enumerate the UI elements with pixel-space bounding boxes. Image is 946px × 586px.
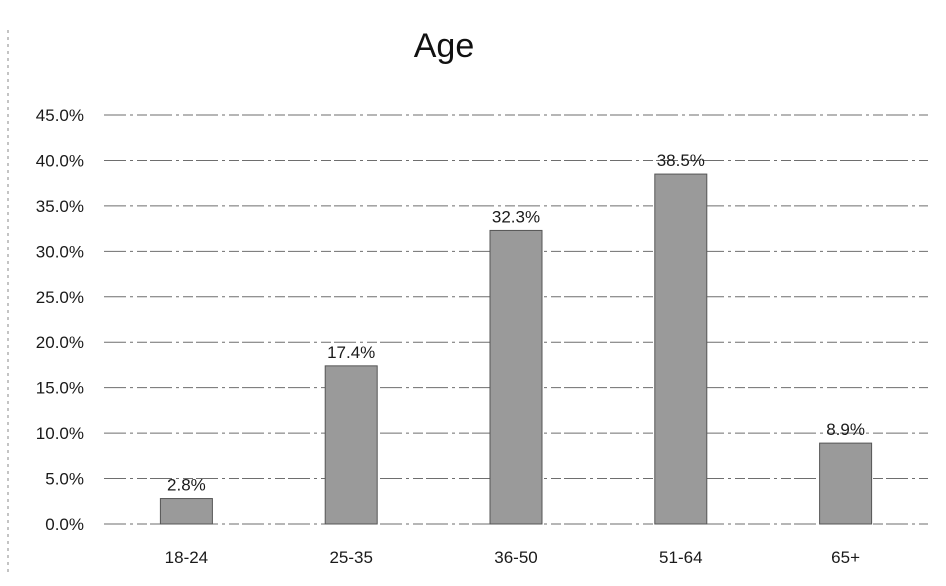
data-labels: 2.8% 17.4% 32.3% 38.5% 8.9% [167, 151, 865, 494]
bars [159, 173, 873, 525]
chart-title: Age [414, 27, 475, 65]
y-tick-label: 45.0% [36, 106, 84, 125]
y-tick-label: 25.0% [36, 288, 84, 307]
y-tick-label: 40.0% [36, 151, 84, 170]
y-tick-label: 30.0% [36, 242, 84, 261]
bar-25-35 [324, 365, 378, 525]
gridlines [104, 114, 928, 525]
y-tick-label: 20.0% [36, 333, 84, 352]
data-label: 38.5% [657, 151, 705, 170]
y-tick-label: 35.0% [36, 197, 84, 216]
bar-51-64 [654, 173, 708, 525]
y-tick-label: 5.0% [45, 470, 84, 489]
data-label: 8.9% [826, 420, 865, 439]
bar-36-50 [489, 229, 543, 525]
x-tick-label: 36-50 [494, 548, 537, 567]
x-axis-ticks: 18-24 25-35 36-50 51-64 65+ [165, 548, 860, 567]
data-label: 2.8% [167, 476, 206, 495]
y-tick-label: 10.0% [36, 424, 84, 443]
bar-18-24 [159, 498, 213, 525]
data-label: 17.4% [327, 343, 375, 362]
x-tick-label: 25-35 [329, 548, 372, 567]
x-tick-label: 65+ [831, 548, 860, 567]
bar-65+ [819, 442, 873, 525]
y-tick-label: 0.0% [45, 515, 84, 534]
y-axis-ticks: 0.0% 5.0% 10.0% 15.0% 20.0% 25.0% 30.0% 35.0% 40… [36, 106, 84, 534]
data-label: 32.3% [492, 207, 540, 226]
x-tick-label: 51-64 [659, 548, 702, 567]
x-tick-label: 18-24 [165, 548, 208, 567]
y-tick-label: 15.0% [36, 379, 84, 398]
